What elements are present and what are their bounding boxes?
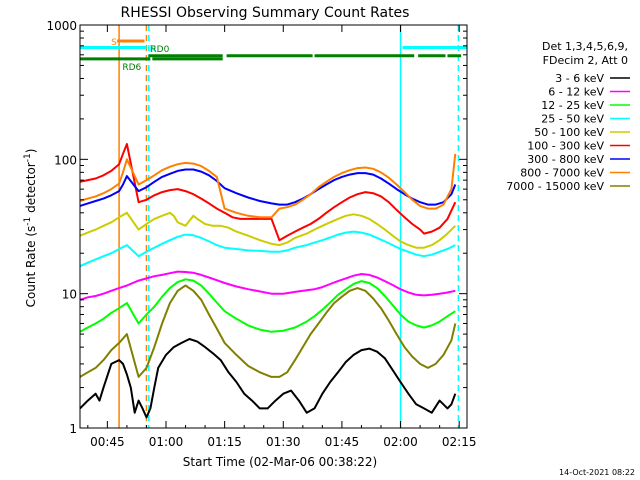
x-axis-label: Start Time (02-Mar-06 00:38:22)	[183, 455, 377, 469]
series-line-3	[79, 278, 456, 333]
y-axis-label-main: Count Rate (s	[24, 226, 38, 308]
y-axis-label-sup2: -1	[23, 153, 33, 162]
x-tick-label-2: 01:00	[149, 435, 184, 449]
series-line-9	[79, 284, 457, 378]
y-axis-label-mid: detector	[24, 162, 38, 217]
y-tick-label-2: 10	[62, 288, 77, 302]
state-bar-label-s: S	[111, 38, 117, 48]
legend-label-4: 25 - 50 keV	[541, 113, 604, 126]
y-axis-label-sup1: -1	[23, 217, 33, 226]
legend-label-7: 300 - 800 keV	[527, 153, 604, 166]
series-line-5	[79, 211, 457, 249]
series-line-8	[79, 153, 457, 219]
state-bar-label-n: N	[149, 44, 156, 54]
state-bar-label-rd0: RD0	[150, 45, 169, 55]
plot-frame	[79, 24, 468, 429]
y-axis-label: Count Rate (s-1 detector-1)	[23, 149, 38, 308]
x-tick-label-1: 00:45	[90, 435, 125, 449]
series-line-7	[79, 168, 457, 207]
legend-label-8: 800 - 7000 keV	[520, 167, 604, 180]
legend-title-line-1: Det 1,3,4,5,6,9,	[542, 40, 628, 53]
x-tick-label-6: 02:00	[383, 435, 418, 449]
series-line-4	[79, 230, 456, 268]
x-ticks: 00:45 01:00 01:15 01:30 01:45 02:00 02:15	[87, 25, 477, 449]
y-tick-label-1: 1	[69, 422, 77, 436]
y-tick-label-4: 1000	[46, 19, 77, 33]
state-bar-label-rd6: RD6	[122, 63, 141, 73]
legend-title-line-2: FDecim 2, Att 0	[543, 54, 628, 67]
x-tick-label-7: 02:15	[442, 435, 477, 449]
y-ticks: 1 10 100 1000	[46, 19, 467, 436]
series-line-6	[79, 143, 457, 242]
y-axis-label-end: )	[24, 149, 38, 154]
chart-title: RHESSI Observing Summary Count Rates	[121, 5, 410, 21]
x-tick-label-4: 01:30	[266, 435, 301, 449]
x-tick-label-3: 01:15	[207, 435, 242, 449]
legend-label-2: 6 - 12 keV	[548, 86, 604, 99]
series-line-2	[79, 270, 456, 301]
legend-label-1: 3 - 6 keV	[555, 72, 604, 85]
legend-label-9: 7000 - 15000 keV	[506, 180, 604, 193]
series-line-1	[79, 338, 457, 419]
legend: Det 1,3,4,5,6,9, FDecim 2, Att 0 3 - 6 k…	[506, 40, 630, 193]
x-tick-label-5: 01:45	[325, 435, 360, 449]
legend-label-6: 100 - 300 keV	[527, 140, 604, 153]
y-tick-label-3: 100	[54, 153, 77, 167]
legend-label-5: 50 - 100 keV	[534, 126, 604, 139]
legend-label-3: 12 - 25 keV	[541, 99, 604, 112]
footer-date: 14-Oct-2021 08:22	[559, 468, 635, 477]
